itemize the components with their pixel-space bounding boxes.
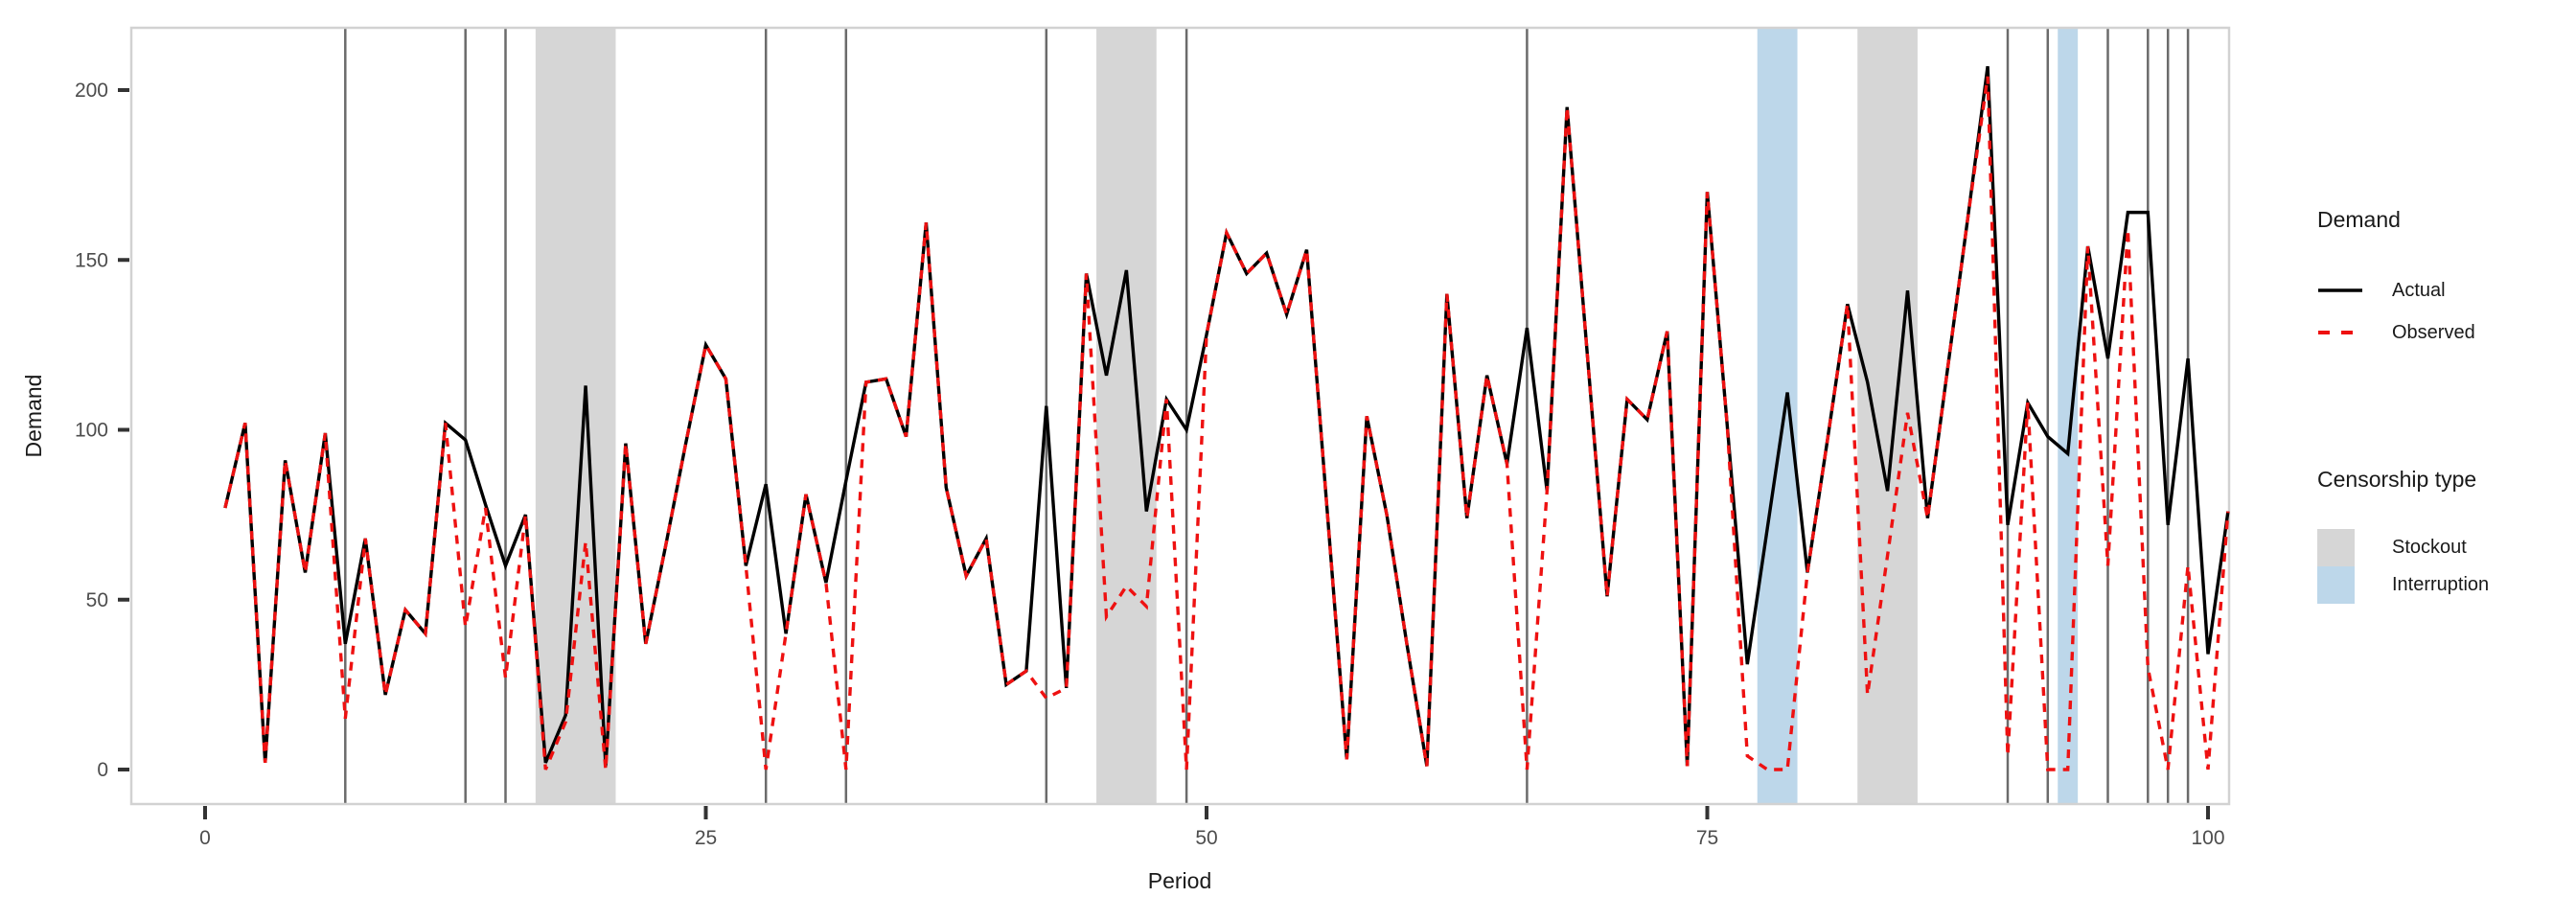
interruption-swatch-icon xyxy=(2317,566,2355,604)
x-axis: 0 25 50 75 100 xyxy=(199,806,2225,849)
legend-label-actual: Actual xyxy=(2392,279,2446,301)
y-tick-label: 50 xyxy=(86,589,108,611)
series-observed xyxy=(223,76,2230,771)
legend-title-demand: Demand xyxy=(2317,207,2401,232)
y-tick-label: 150 xyxy=(75,249,108,271)
y-tick-label: 100 xyxy=(75,420,108,442)
interruption-region xyxy=(2058,28,2079,804)
legend-item-observed: Observed xyxy=(2317,311,2574,354)
legend-label-interruption: Interruption xyxy=(2392,574,2490,595)
legend-title-censorship: Censorship type xyxy=(2317,467,2477,492)
panel-border xyxy=(129,26,2231,806)
observed-line-key-icon xyxy=(2317,313,2363,352)
stockout-region xyxy=(535,28,616,804)
legend: Demand Actual Observed Censorship type S… xyxy=(2298,207,2574,604)
y-axis: 0 50 100 150 200 xyxy=(75,80,129,781)
legend-item-stockout: Stockout xyxy=(2317,529,2574,566)
x-tick-label: 0 xyxy=(199,827,211,849)
x-tick-label: 25 xyxy=(695,827,717,849)
legend-label-stockout: Stockout xyxy=(2392,537,2467,558)
legend-item-actual: Actual xyxy=(2317,269,2574,311)
legend-label-observed: Observed xyxy=(2392,321,2475,343)
x-tick-label: 50 xyxy=(1195,827,1217,849)
y-tick-label: 0 xyxy=(97,759,108,781)
stockout-region xyxy=(1096,28,1157,804)
x-axis-title: Period xyxy=(1147,868,1212,893)
legend-item-interruption: Interruption xyxy=(2317,566,2574,604)
y-axis-title: Demand xyxy=(21,374,46,458)
x-tick-label: 100 xyxy=(2191,827,2224,849)
actual-line-key-icon xyxy=(2317,271,2363,310)
x-tick-label: 75 xyxy=(1696,827,1718,849)
stockout-swatch-icon xyxy=(2317,529,2355,566)
series-actual xyxy=(223,65,2230,767)
y-tick-label: 200 xyxy=(75,80,108,102)
